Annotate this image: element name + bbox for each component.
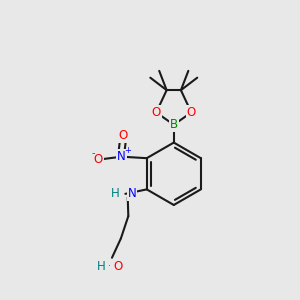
Text: H: H [111, 187, 120, 200]
Text: O: O [118, 129, 128, 142]
Text: ·: · [108, 261, 111, 271]
Text: B: B [170, 118, 178, 131]
Text: N: N [117, 150, 126, 163]
Text: N: N [128, 187, 136, 200]
Text: O: O [94, 153, 103, 166]
Text: H: H [97, 260, 105, 273]
Text: O: O [152, 106, 161, 119]
Text: +: + [124, 146, 131, 154]
Text: -: - [91, 148, 95, 158]
Text: O: O [187, 106, 196, 119]
Text: O: O [113, 260, 123, 273]
